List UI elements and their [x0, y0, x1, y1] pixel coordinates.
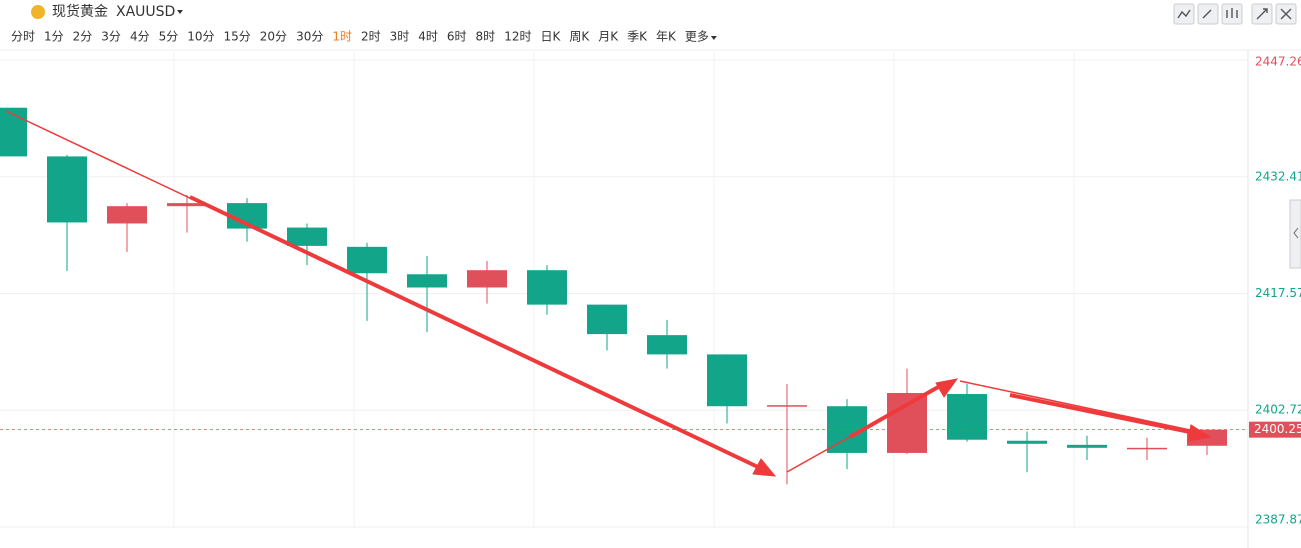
last-price-label: 2400.25 — [1254, 422, 1301, 436]
candle-body — [1007, 440, 1047, 444]
candle-body — [947, 394, 987, 440]
toolbar-icons — [1173, 3, 1297, 25]
arrow-head — [1187, 424, 1212, 442]
y-tick-label: 2387.87 — [1255, 513, 1301, 527]
interval-button[interactable]: 10分 — [187, 30, 214, 44]
interval-button[interactable]: 8时 — [476, 30, 496, 44]
interval-button[interactable]: 15分 — [224, 30, 251, 44]
interval-button[interactable]: 季K — [627, 30, 648, 44]
arrow-head — [935, 378, 959, 398]
interval-button[interactable]: 周K — [569, 30, 590, 44]
interval-button[interactable]: 年K — [656, 30, 677, 44]
symbol-icon — [31, 5, 45, 19]
trend-line — [959, 380, 1191, 431]
y-tick-label: 2417.57 — [1255, 286, 1301, 300]
side-panel-arrow — [1293, 227, 1299, 239]
candle-body — [167, 203, 207, 207]
y-tick-label: 2432.41 — [1255, 169, 1301, 183]
candle-body — [707, 354, 747, 407]
trend-arrow — [189, 195, 761, 470]
candle-body — [647, 335, 687, 355]
interval-button[interactable]: 1时 — [332, 30, 352, 44]
trend-arrow — [849, 384, 941, 439]
interval-button[interactable]: 4分 — [130, 30, 150, 44]
symbol-code[interactable]: XAUUSD — [116, 4, 175, 20]
interval-button[interactable]: 日K — [540, 30, 561, 44]
candle-body — [347, 246, 387, 274]
interval-button[interactable]: 6时 — [447, 30, 467, 44]
icon-button[interactable] — [1197, 3, 1219, 25]
candle-body — [107, 206, 147, 224]
side-panel-tab[interactable] — [1289, 199, 1301, 269]
candle-body — [287, 227, 327, 246]
icon-glyphs — [1177, 8, 1292, 20]
last-price-box — [1249, 421, 1301, 438]
candle-body — [467, 270, 507, 288]
y-tick-label: 2447.26 — [1255, 55, 1301, 69]
interval-button[interactable]: 2分 — [73, 30, 93, 44]
interval-button[interactable]: 2时 — [361, 30, 381, 44]
candle-body — [47, 156, 87, 223]
arrow-head — [752, 458, 777, 477]
candles — [0, 107, 1227, 485]
more-dropdown — [710, 36, 717, 40]
interval-button[interactable]: 4时 — [418, 30, 438, 44]
interval-button[interactable]: 分时 — [11, 30, 35, 44]
interval-button[interactable]: 3分 — [101, 30, 121, 44]
symbol-dropdown[interactable] — [177, 10, 183, 14]
interval-button[interactable]: 5分 — [159, 30, 179, 44]
trend-arrow — [1009, 393, 1191, 434]
symbol-name[interactable]: 现货黄金 — [52, 3, 108, 20]
candle-body — [407, 274, 447, 288]
candle-body — [527, 270, 567, 305]
interval-button[interactable]: 月K — [598, 30, 619, 44]
annotations — [5, 110, 1212, 477]
interval-button[interactable]: 20分 — [260, 30, 287, 44]
candle-body — [0, 107, 27, 157]
interval-button[interactable]: 12时 — [504, 30, 531, 44]
candle-body — [587, 304, 627, 335]
interval-button[interactable]: 1分 — [44, 30, 64, 44]
more-button[interactable]: 更多 — [685, 30, 709, 44]
candle-body — [1127, 447, 1167, 450]
interval-button[interactable]: 3时 — [390, 30, 410, 44]
candle-body — [887, 393, 927, 453]
interval-button[interactable]: 30分 — [296, 30, 323, 44]
candle-body — [767, 405, 807, 407]
candle-body — [1067, 444, 1107, 448]
y-tick-label: 2402.72 — [1255, 403, 1301, 417]
